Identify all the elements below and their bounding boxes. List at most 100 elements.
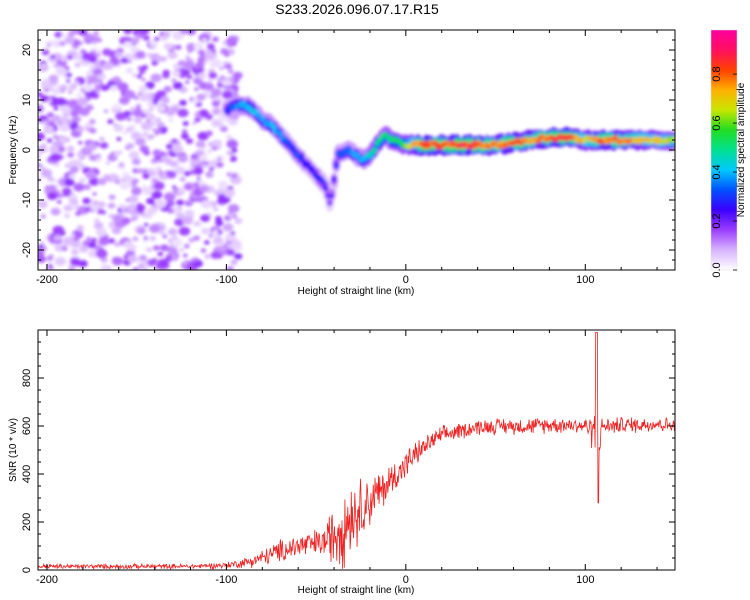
spectrogram-noise-cell bbox=[38, 145, 47, 154]
spectrogram-noise-cell bbox=[88, 249, 99, 258]
spectrogram-noise-cell bbox=[86, 143, 97, 151]
spectrogram-y-label: Frequency (Hz) bbox=[8, 116, 19, 185]
spectrogram-noise-cell bbox=[163, 30, 171, 35]
spectrogram-noise-cell bbox=[78, 141, 83, 145]
spectrogram-noise-cell bbox=[85, 96, 92, 101]
spectrogram-noise-cell bbox=[59, 84, 68, 91]
colorbar-tick-label: 0.0 bbox=[711, 262, 723, 277]
spectrogram-noise-cell bbox=[196, 222, 203, 227]
spectrogram-noise-cell bbox=[63, 204, 73, 212]
spectrogram-noise-cell bbox=[177, 189, 183, 194]
spectrogram-noise-cell bbox=[187, 50, 192, 54]
spectrogram-noise-cell bbox=[228, 118, 238, 126]
spectrogram-noise-cell bbox=[172, 144, 184, 154]
spectrogram-noise-cell bbox=[199, 109, 209, 117]
spectrogram-noise-cell bbox=[38, 244, 44, 249]
spectrogram-noise-cell bbox=[108, 173, 119, 182]
spectrogram-noise-cell bbox=[227, 69, 235, 74]
spectrogram-noise-cell bbox=[70, 30, 80, 35]
spectrogram-noise-cell bbox=[142, 173, 150, 180]
spectrogram-noise-cell bbox=[123, 90, 136, 100]
spectrogram-noise-cell bbox=[53, 234, 62, 242]
spectrogram-noise-cell bbox=[183, 243, 190, 249]
spectrogram-noise-cell bbox=[58, 136, 66, 143]
spectrogram-noise-cell bbox=[196, 176, 201, 180]
spectrogram-noise-cell bbox=[207, 159, 220, 169]
spectrogram-noise-cell bbox=[107, 202, 116, 209]
spectrogram-noise-cell bbox=[41, 49, 50, 56]
spectrogram-noise-cell bbox=[129, 107, 136, 112]
spectrogram-ridge-cell bbox=[277, 130, 283, 137]
colorbar-label: Normalized spectral amplitude bbox=[736, 82, 747, 217]
spectrogram-noise-cell bbox=[183, 171, 191, 177]
spectrogram-noise-cell bbox=[38, 202, 42, 207]
spectrogram-noise-cell bbox=[38, 132, 45, 141]
spectrogram-noise-cell bbox=[169, 151, 177, 157]
spectrogram-noise-cell bbox=[177, 108, 189, 118]
spectrogram-ridge-cell bbox=[331, 176, 337, 183]
spectrogram-noise-cell bbox=[67, 99, 79, 108]
spectrogram-noise-cell bbox=[68, 83, 77, 91]
spectrogram-noise-cell bbox=[146, 52, 153, 57]
spectrogram-ridge-cell bbox=[299, 154, 305, 161]
spectrogram-noise-cell bbox=[69, 165, 79, 174]
spectrogram-noise-cell bbox=[161, 37, 167, 42]
spectrogram-noise-cell bbox=[73, 236, 80, 242]
spectrogram-x-ticks: -200 -100 0 100 bbox=[36, 30, 658, 286]
spectrogram-noise-cell bbox=[38, 200, 48, 209]
spectrogram-noise-cell bbox=[73, 80, 80, 86]
spectrogram-noise-cell bbox=[230, 156, 238, 162]
spectrogram-noise-cell bbox=[40, 214, 47, 219]
spectrogram-noise-cell bbox=[221, 79, 231, 87]
spectrogram-noise-cell bbox=[183, 69, 191, 75]
spectrogram-noise-cell bbox=[182, 60, 195, 70]
spectrogram-noise-cell bbox=[132, 168, 139, 174]
spectrogram-noise-cell bbox=[168, 117, 174, 122]
spectrogram-ridge-cell bbox=[323, 185, 328, 191]
spectrogram-noise-cell bbox=[85, 184, 90, 188]
spectrogram-noise-cell bbox=[118, 150, 123, 154]
spectrogram-noise-cell bbox=[153, 36, 160, 42]
spectrogram-noise-cell bbox=[180, 133, 190, 140]
spectrogram-noise-cell bbox=[39, 240, 45, 245]
spectrogram-noise-cell bbox=[137, 66, 143, 70]
spectrogram-noise-cell bbox=[154, 56, 163, 63]
spectrogram-noise-cell bbox=[115, 180, 120, 184]
spectrogram-x-tick-label: -200 bbox=[36, 274, 58, 286]
spectrogram-noise-cell bbox=[73, 182, 85, 192]
spectrogram-noise-cell bbox=[131, 73, 138, 78]
colorbar-ticks: 0.0 0.2 0.4 0.6 0.8 bbox=[711, 66, 737, 278]
spectrogram-noise-cell bbox=[111, 256, 124, 266]
spectrogram-noise-cell bbox=[159, 226, 166, 231]
spectrogram-noise-cell bbox=[217, 230, 223, 235]
spectrogram-noise-cell bbox=[59, 116, 68, 123]
spectrogram-noise-cell bbox=[115, 112, 127, 121]
spectrogram-ridge-cell bbox=[325, 193, 331, 199]
spectrogram-noise-cell bbox=[204, 51, 216, 61]
spectrogram-noise-cell bbox=[226, 139, 238, 149]
spectrogram-noise-cell bbox=[131, 158, 141, 166]
spectrogram-noise-cell bbox=[167, 228, 178, 236]
spectrogram-noise-cell bbox=[172, 256, 179, 261]
spectrogram-noise-cell bbox=[123, 240, 133, 249]
spectrogram-ridge-cell bbox=[290, 145, 296, 152]
spectrogram-noise-cell bbox=[207, 149, 212, 153]
spectrogram-noise-cell bbox=[40, 63, 46, 68]
spectrogram-noise-cell bbox=[171, 78, 177, 83]
spectrogram-noise-cell bbox=[41, 143, 47, 148]
spectrogram-noise-cell bbox=[70, 258, 81, 267]
spectrogram-noise-cell bbox=[155, 199, 167, 209]
spectrogram-noise-cell bbox=[128, 195, 139, 203]
spectrogram-noise-cell bbox=[199, 185, 209, 193]
spectrogram-noise-cell bbox=[160, 95, 170, 103]
spectrogram-noise-cell bbox=[145, 81, 155, 90]
spectrogram-noise-cell bbox=[70, 110, 79, 117]
spectrogram-noise-cell bbox=[197, 49, 205, 56]
spectrogram-noise-cell bbox=[233, 71, 243, 80]
spectrogram-noise-cell bbox=[181, 129, 188, 134]
spectrogram-noise-cell bbox=[54, 163, 60, 167]
spectrogram-noise-cell bbox=[171, 138, 178, 143]
spectrogram-noise-cell bbox=[216, 161, 224, 168]
spectrogram-noise-cell bbox=[172, 70, 181, 77]
spectrogram-noise-cell bbox=[157, 105, 166, 112]
